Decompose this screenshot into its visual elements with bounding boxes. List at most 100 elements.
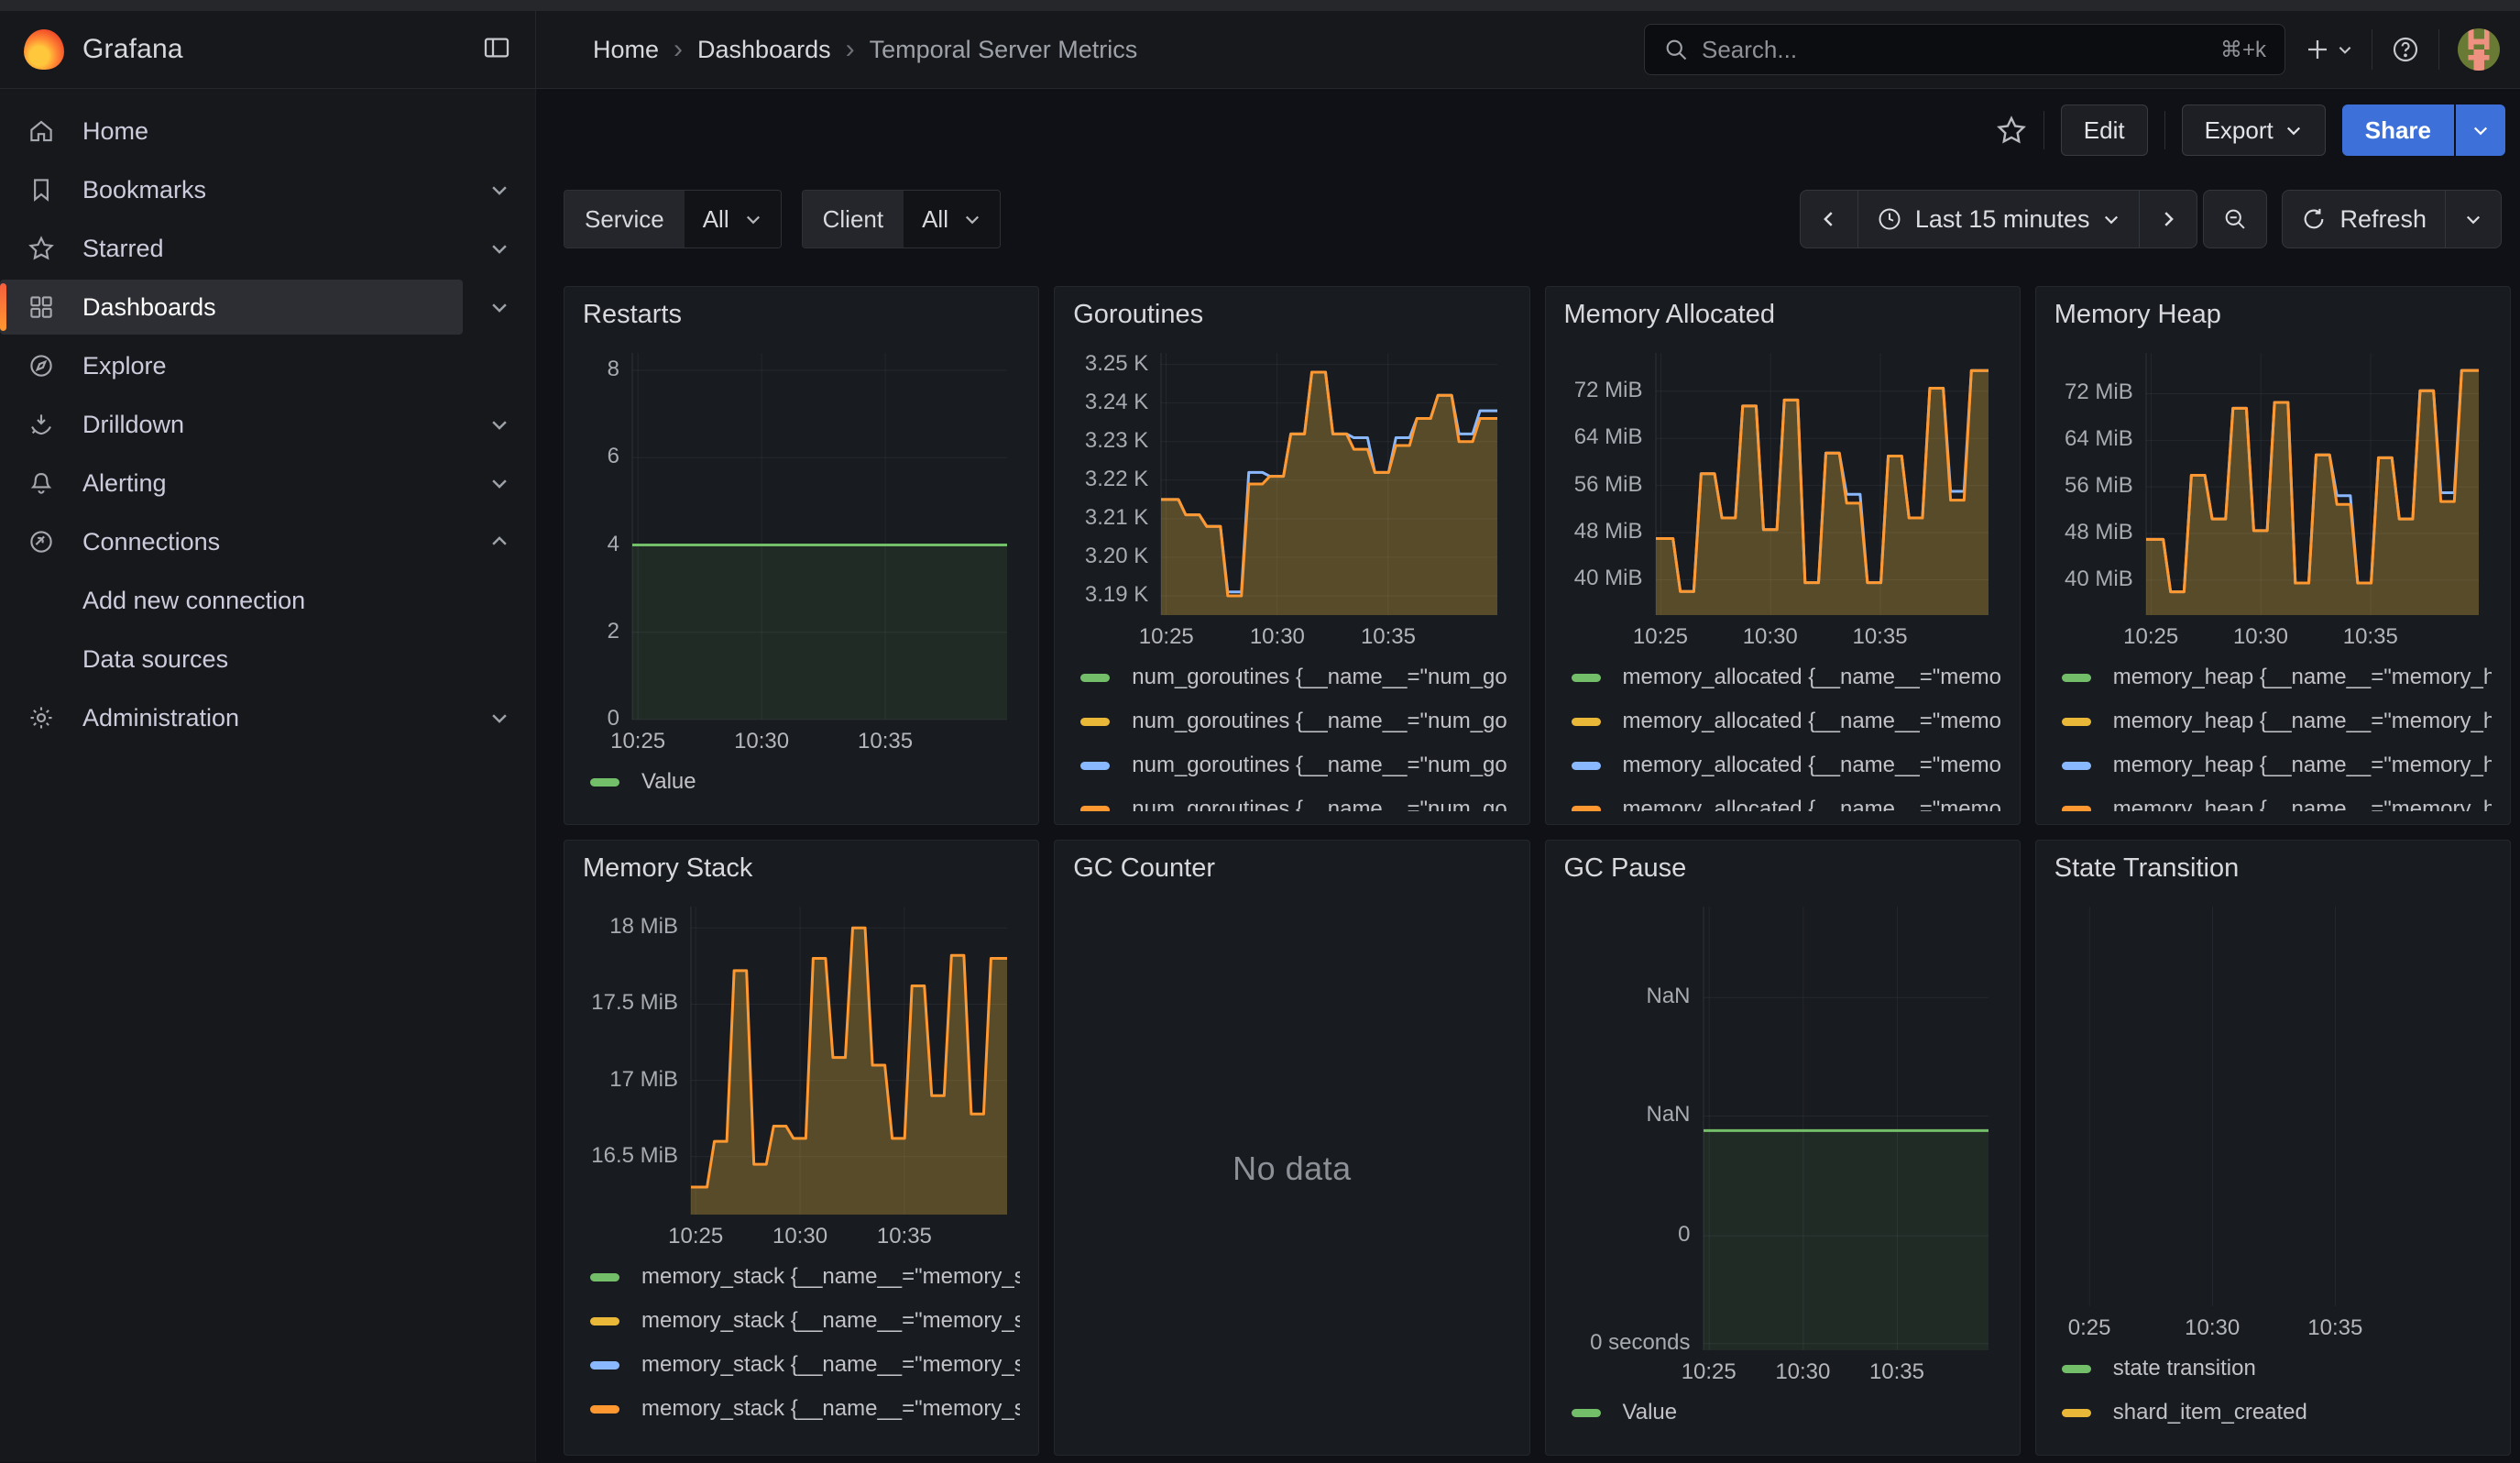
panel-title[interactable]: GC Counter [1073,853,1215,883]
panel-title[interactable]: Memory Allocated [1563,300,1776,329]
chart-goroutines[interactable]: 3.19 K 3.20 K 3.21 K 3.22 K 3.23 K 3.24 K 3.25… [1073,342,1510,619]
legend-label: num_goroutines {__name__="num_go [1132,709,1507,733]
panel-goroutines: Goroutines 3.19 K 3.20 K 3.21 K 3.22 K 3.23 K… [1054,286,1530,825]
sidebar-item-label: Connections [82,527,221,556]
legend-item[interactable]: memory_stack {__name__="memory_s [583,1299,1020,1343]
chart-restarts[interactable]: 0 2 4 6 8 [583,342,1020,731]
dashboard-main: Edit Export Share Service All [536,89,2520,1462]
panel-gc_pause: GC Pause NaN NaN 0 0 seconds 10:25 10:30 10:35 V… [1544,840,2021,1456]
sidebar-item-connections[interactable]: Connections [0,512,535,571]
legend-item[interactable]: memory_stack {__name__="memory_s [583,1387,1020,1431]
panel-title[interactable]: Restarts [583,300,682,329]
series-color-chip [590,1272,619,1282]
panel-title[interactable]: Memory Stack [583,853,753,883]
panel-title[interactable]: GC Pause [1563,853,1687,883]
help-button[interactable] [2391,35,2420,64]
chart-memory_allocated[interactable]: 40 MiB 48 MiB 56 MiB 64 MiB 72 MiB [1564,342,2001,619]
time-range-picker[interactable]: Last 15 minutes [1857,191,2140,248]
legend-item[interactable]: memory_stack {__name__="memory_s [583,1255,1020,1299]
service-variable-value[interactable]: All [684,191,781,248]
legend-item[interactable]: memory_allocated {__name__="memo [1564,743,2001,787]
add-button[interactable] [2304,36,2353,63]
legend-item[interactable]: memory_heap {__name__="memory_h [2054,787,2492,811]
legend: memory_stack {__name__="memory_s memory_s… [583,1255,1020,1442]
y-tick-label: 3.19 K [1084,581,1149,607]
refresh-button[interactable]: Refresh [2283,191,2445,248]
share-button[interactable]: Share [2341,104,2454,156]
zoom-out-button[interactable] [2204,191,2266,248]
legend-item[interactable]: memory_heap {__name__="memory_h [2054,699,2492,743]
legend-item[interactable]: num_goroutines {__name__="num_go [1073,699,1510,743]
time-back-button[interactable] [1801,191,1857,248]
y-tick-label: 18 MiB [609,914,678,940]
legend-item[interactable]: memory_heap {__name__="memory_h [2054,743,2492,787]
sidebar-item-label: Add new connection [82,586,306,614]
legend-item[interactable]: num_goroutines {__name__="num_go [1073,655,1510,699]
series-color-chip [2061,1408,2091,1417]
chart-memory_stack[interactable]: 16.5 MiB 17 MiB 17.5 MiB 18 MiB [583,896,1020,1218]
chart-memory_heap[interactable]: 40 MiB 48 MiB 56 MiB 64 MiB 72 MiB [2054,342,2492,619]
refresh-icon [2301,206,2327,232]
sidebar-item-data-sources[interactable]: Data sources [0,630,535,688]
refresh-group: Refresh [2282,190,2502,248]
sidebar-toggle-icon[interactable] [482,33,511,67]
legend-item[interactable]: state transition [2054,1347,2492,1391]
legend-item[interactable]: memory_allocated {__name__="memo [1564,787,2001,811]
chevron-down-icon [2286,126,2300,136]
chart-state_transition[interactable] [2054,896,2492,1310]
breadcrumb-item[interactable]: Dashboards [697,35,831,63]
sidebar-item-label: Bookmarks [82,175,207,204]
sidebar-item-administration[interactable]: Administration [0,688,535,747]
y-tick-label: 0 seconds [1590,1329,1691,1355]
panel-title[interactable]: Memory Heap [2054,300,2221,329]
apps-icon [27,293,55,321]
sidebar-item-starred[interactable]: Starred [0,219,535,278]
legend-item[interactable]: memory_allocated {__name__="memo [1564,699,2001,743]
window-top-strip [0,0,2520,11]
edit-button[interactable]: Edit [2060,104,2148,156]
time-controls: Last 15 minutes [1799,190,2502,248]
legend-item[interactable]: memory_heap {__name__="memory_h [2054,655,2492,699]
favorite-star-button[interactable] [1996,115,2027,146]
user-avatar[interactable] [2458,28,2500,71]
legend-item[interactable]: Value [583,760,1020,804]
zoom-out-group [2203,190,2268,248]
legend: memory_allocated {__name__="memo memory_a… [1564,655,2001,811]
grafana-logo-icon [24,29,64,70]
legend-item[interactable]: num_goroutines {__name__="num_go [1073,787,1510,811]
sidebar-item-home[interactable]: Home [0,102,535,160]
y-tick-label: 48 MiB [1573,519,1643,544]
sidebar-item-bookmarks[interactable]: Bookmarks [0,160,535,219]
panel-title[interactable]: State Transition [2054,853,2240,883]
y-tick-label: 0 [607,706,619,731]
legend-item[interactable]: Value [1564,1391,2001,1435]
panel-title[interactable]: Goroutines [1073,300,1204,329]
client-variable-value[interactable]: All [904,191,1000,248]
sidebar-item-explore[interactable]: Explore [0,336,535,395]
export-button[interactable]: Export [2181,104,2326,156]
sidebar-item-add-new-connection[interactable]: Add new connection [0,571,535,630]
chart-gc_counter[interactable]: No data [1073,896,1510,1442]
sidebar-item-drilldown[interactable]: Drilldown [0,395,535,454]
series-color-chip [1080,673,1111,682]
legend-item[interactable]: memory_stack {__name__="memory_s [583,1343,1020,1387]
drilldown-icon [27,411,55,438]
legend-item[interactable]: memory_allocated {__name__="memo [1564,655,2001,699]
legend-item[interactable]: shard_item_created [2054,1391,2492,1435]
share-dropdown-button[interactable] [2456,104,2505,156]
legend-item[interactable]: num_goroutines {__name__="num_go [1073,743,1510,787]
breadcrumb-item[interactable]: Home [593,35,660,63]
dashboard-toolbar: Edit Export Share [536,89,2520,171]
chart-gc_pause[interactable]: NaN NaN 0 0 seconds [1564,896,2001,1355]
star-icon [27,235,55,262]
refresh-interval-button[interactable] [2445,191,2501,248]
search-input[interactable] [1702,35,2208,64]
search-box[interactable]: ⌘+k [1644,24,2285,75]
time-forward-button[interactable] [2139,191,2197,248]
x-tick-label: 10:35 [2342,624,2398,649]
sidebar-item-alerting[interactable]: Alerting [0,454,535,512]
legend-label: memory_heap {__name__="memory_h [2112,753,2492,777]
plug-icon [27,528,55,556]
sidebar-item-dashboards[interactable]: Dashboards [0,278,535,336]
breadcrumb-separator-icon: › [674,34,684,64]
